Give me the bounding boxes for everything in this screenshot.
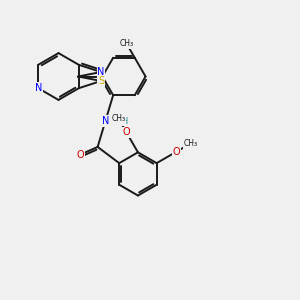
Text: CH₃: CH₃ <box>119 39 134 48</box>
Text: N: N <box>97 67 105 77</box>
Text: CH₃: CH₃ <box>111 114 125 123</box>
Text: CH₃: CH₃ <box>184 139 198 148</box>
Text: O: O <box>123 128 130 137</box>
Text: S: S <box>98 76 104 86</box>
Text: O: O <box>173 147 180 157</box>
Text: N: N <box>34 83 42 93</box>
Text: N: N <box>102 116 109 126</box>
Text: O: O <box>76 150 84 160</box>
Text: −H: −H <box>116 117 128 126</box>
